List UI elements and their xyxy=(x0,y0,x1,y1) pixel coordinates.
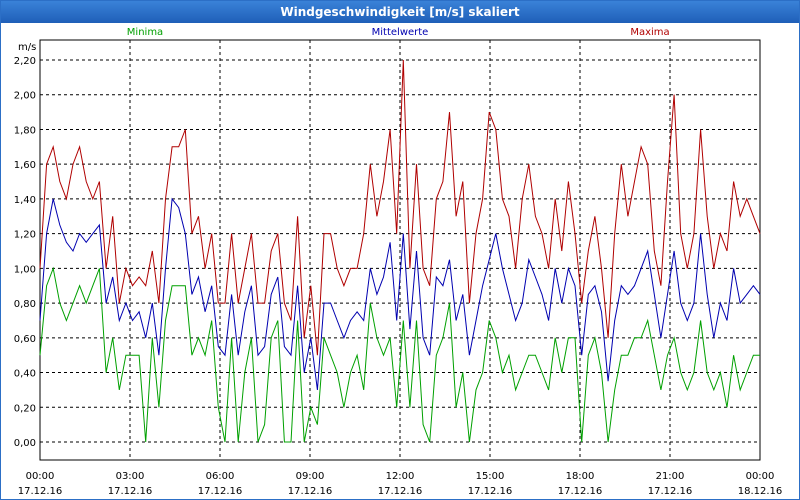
y-tick-label: 0,20 xyxy=(14,403,36,414)
y-tick-label: 1,20 xyxy=(14,230,36,241)
x-tick-time: 00:00 xyxy=(26,471,55,482)
x-tick-date: 17.12.16 xyxy=(558,486,603,497)
y-tick-label: 1,00 xyxy=(14,264,36,275)
y-tick-label: 1,60 xyxy=(14,160,36,171)
window-title: Windgeschwindigkeit [m/s] skaliert xyxy=(1,1,799,23)
x-tick-time: 00:00 xyxy=(746,471,775,482)
x-tick-time: 18:00 xyxy=(566,471,595,482)
y-axis: 0,00 0,20 0,40 0,60 0,80 1,00 1,20 1,40 1,60 1,80… xyxy=(14,56,36,449)
x-tick-date: 17.12.16 xyxy=(18,486,63,497)
x-tick-date: 17.12.16 xyxy=(468,486,513,497)
y-tick-label: 0,40 xyxy=(14,369,36,380)
series-line-maxima xyxy=(39,59,761,356)
x-tick-date: 17.12.16 xyxy=(288,486,333,497)
series-lines xyxy=(39,59,761,443)
x-tick-time: 09:00 xyxy=(296,471,325,482)
legend: Minima Mittelwerte Maxima xyxy=(127,27,670,38)
y-tick-label: 1,80 xyxy=(14,125,36,136)
legend-mittelwerte: Mittelwerte xyxy=(372,27,429,38)
series-line-minima xyxy=(39,266,760,443)
x-tick-time: 06:00 xyxy=(206,471,235,482)
grid xyxy=(40,40,760,460)
x-axis: 00:00 17.12.16 03:00 17.12.16 06:00 17.12.16 0… xyxy=(18,471,783,497)
x-tick-date: 17.12.16 xyxy=(378,486,423,497)
x-tick-time: 21:00 xyxy=(656,471,685,482)
plot-area-border xyxy=(39,39,761,461)
y-tick-label: 0,80 xyxy=(14,299,36,310)
x-tick-time: 03:00 xyxy=(116,471,145,482)
y-tick-label: 0,60 xyxy=(14,334,36,345)
x-tick-time: 15:00 xyxy=(476,471,505,482)
x-tick-time: 12:00 xyxy=(386,471,415,482)
x-tick-date: 18.12.16 xyxy=(738,486,783,497)
x-tick-date: 17.12.16 xyxy=(648,486,693,497)
y-tick-label: 2,00 xyxy=(14,91,36,102)
y-tick-label: 0,00 xyxy=(14,438,36,449)
x-tick-date: 17.12.16 xyxy=(198,486,243,497)
y-tick-label: 1,40 xyxy=(14,195,36,206)
y-axis-unit-label: m/s xyxy=(18,42,36,53)
y-tick-label: 2,20 xyxy=(14,56,36,67)
legend-minima: Minima xyxy=(127,27,163,38)
x-tick-date: 17.12.16 xyxy=(108,486,153,497)
legend-maxima: Maxima xyxy=(630,27,669,38)
series-line-mittelwerte xyxy=(39,197,761,390)
